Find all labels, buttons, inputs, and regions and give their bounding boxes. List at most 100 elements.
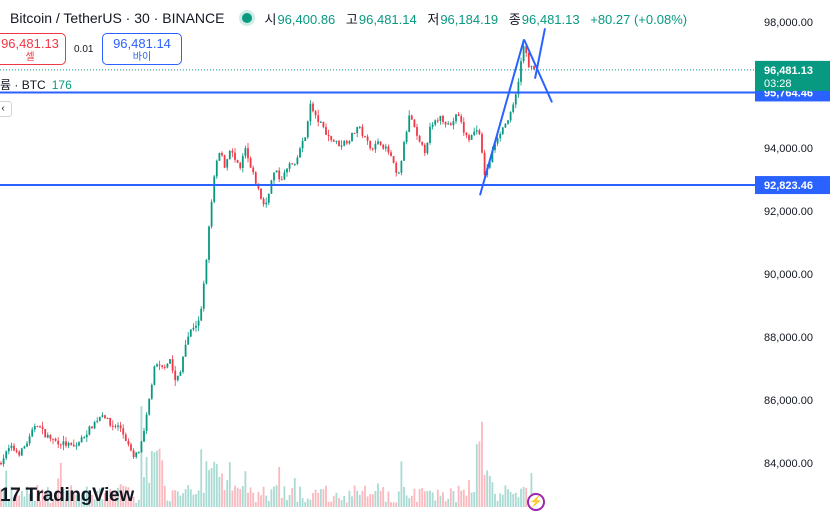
volume-bar (364, 485, 366, 507)
symbol-header: Bitcoin / TetherUS · 30 · BINANCE 시96,40… (0, 8, 694, 28)
volume-bar (325, 485, 327, 507)
chevron-left-icon[interactable]: ‹ (0, 101, 12, 117)
horizontal-line-label: 92,823.46 (764, 180, 813, 192)
candle-body (78, 442, 80, 446)
drawings[interactable] (0, 28, 755, 196)
candle-body (104, 415, 106, 418)
candle-body (93, 421, 96, 429)
candle-body (39, 426, 41, 428)
y-tick-label: 98,000.00 (764, 17, 813, 29)
volume-bar (478, 441, 481, 507)
volume-bar (387, 491, 390, 507)
tradingview-logo-icon: 17 (0, 485, 21, 506)
candle-body (494, 143, 496, 151)
volume-bar (218, 476, 221, 507)
candle-body (200, 308, 203, 321)
candle-body (215, 160, 218, 177)
price-axis[interactable]: 84,000.00 86,000.00 88,000.00 90,000.00 92,0… (755, 0, 830, 507)
volume-bar (221, 473, 223, 507)
candle-body (314, 111, 317, 116)
volume-bar (395, 502, 398, 507)
candle-body (447, 123, 450, 125)
volume-bar (119, 484, 122, 507)
candle-body (512, 104, 515, 112)
candle-body (507, 120, 509, 124)
volume-bar (106, 498, 109, 507)
volume-bar (382, 487, 385, 507)
volume-bar (5, 470, 8, 507)
buy-price: 96,481.14 (113, 36, 171, 51)
candle-body (145, 414, 148, 431)
candle-body (265, 202, 268, 205)
candle-body (239, 162, 242, 168)
volume-bar (254, 502, 257, 507)
candle-body (5, 451, 8, 459)
volume-bar (400, 461, 403, 507)
candle-body (166, 363, 169, 368)
symbol-title[interactable]: Bitcoin / TetherUS · 30 · BINANCE (10, 10, 225, 26)
volume-bar (195, 494, 197, 507)
volume-bar (265, 495, 268, 507)
candle-body (223, 155, 226, 168)
candle-body (96, 420, 99, 422)
volume-bar (501, 494, 504, 507)
buy-button[interactable]: 96,481.14 바이 (102, 33, 182, 65)
volume-bar (366, 496, 369, 507)
candle-body (473, 131, 476, 136)
candle-body (72, 444, 75, 447)
volume-bar (343, 495, 346, 507)
volume-bar (278, 466, 281, 507)
sell-button[interactable]: 96,481.13 셀 (0, 33, 66, 65)
volume-bar (10, 486, 13, 507)
candle-body (416, 127, 418, 136)
candle-body (101, 415, 104, 417)
candle-body (395, 162, 398, 173)
sell-price: 96,481.13 (1, 36, 59, 51)
volume-bar (468, 480, 470, 507)
candle-body (460, 116, 463, 122)
volume-bar (31, 492, 34, 507)
candle-body (520, 61, 522, 82)
candle-body (218, 153, 221, 161)
volume-bar (54, 499, 57, 507)
candle-body (156, 364, 158, 367)
volume-bar (62, 489, 65, 507)
volume-bar (247, 492, 249, 507)
volume-bar (512, 494, 515, 507)
buy-label: 바이 (132, 52, 152, 63)
volume-bar (91, 494, 93, 507)
candle-body (236, 159, 239, 163)
volume-bar (208, 470, 210, 507)
volume-legend: 륨 · BTC 176 (0, 76, 72, 93)
volume-bar (306, 498, 309, 507)
volume-bar (252, 492, 255, 507)
volume-bar (452, 490, 455, 507)
volume-bar (270, 489, 273, 507)
candle-body (488, 162, 491, 168)
candle-body (127, 440, 130, 445)
volume-bar (405, 495, 408, 507)
candle-body (436, 120, 439, 122)
candle-body (228, 150, 231, 160)
volume-bar (65, 498, 67, 507)
candle-body (85, 434, 88, 438)
volume-bar (267, 500, 270, 507)
candle-body (18, 451, 21, 456)
candle-body (426, 142, 429, 154)
candle-body (465, 132, 468, 136)
lightning-icon[interactable]: ⚡ (527, 493, 545, 511)
close-label: 종 (508, 11, 521, 27)
volume-bar (57, 478, 60, 507)
volume-bar (150, 451, 153, 507)
candle-body (296, 157, 299, 164)
high-value: 96,481.14 (358, 11, 417, 27)
candle-body (273, 172, 275, 181)
candle-body (252, 167, 255, 173)
candle-body (179, 371, 182, 376)
volume-bar (13, 500, 15, 507)
candle-body (49, 434, 52, 439)
candle-body (150, 384, 153, 399)
volume-bar (262, 486, 265, 507)
volume-bar (197, 490, 200, 507)
